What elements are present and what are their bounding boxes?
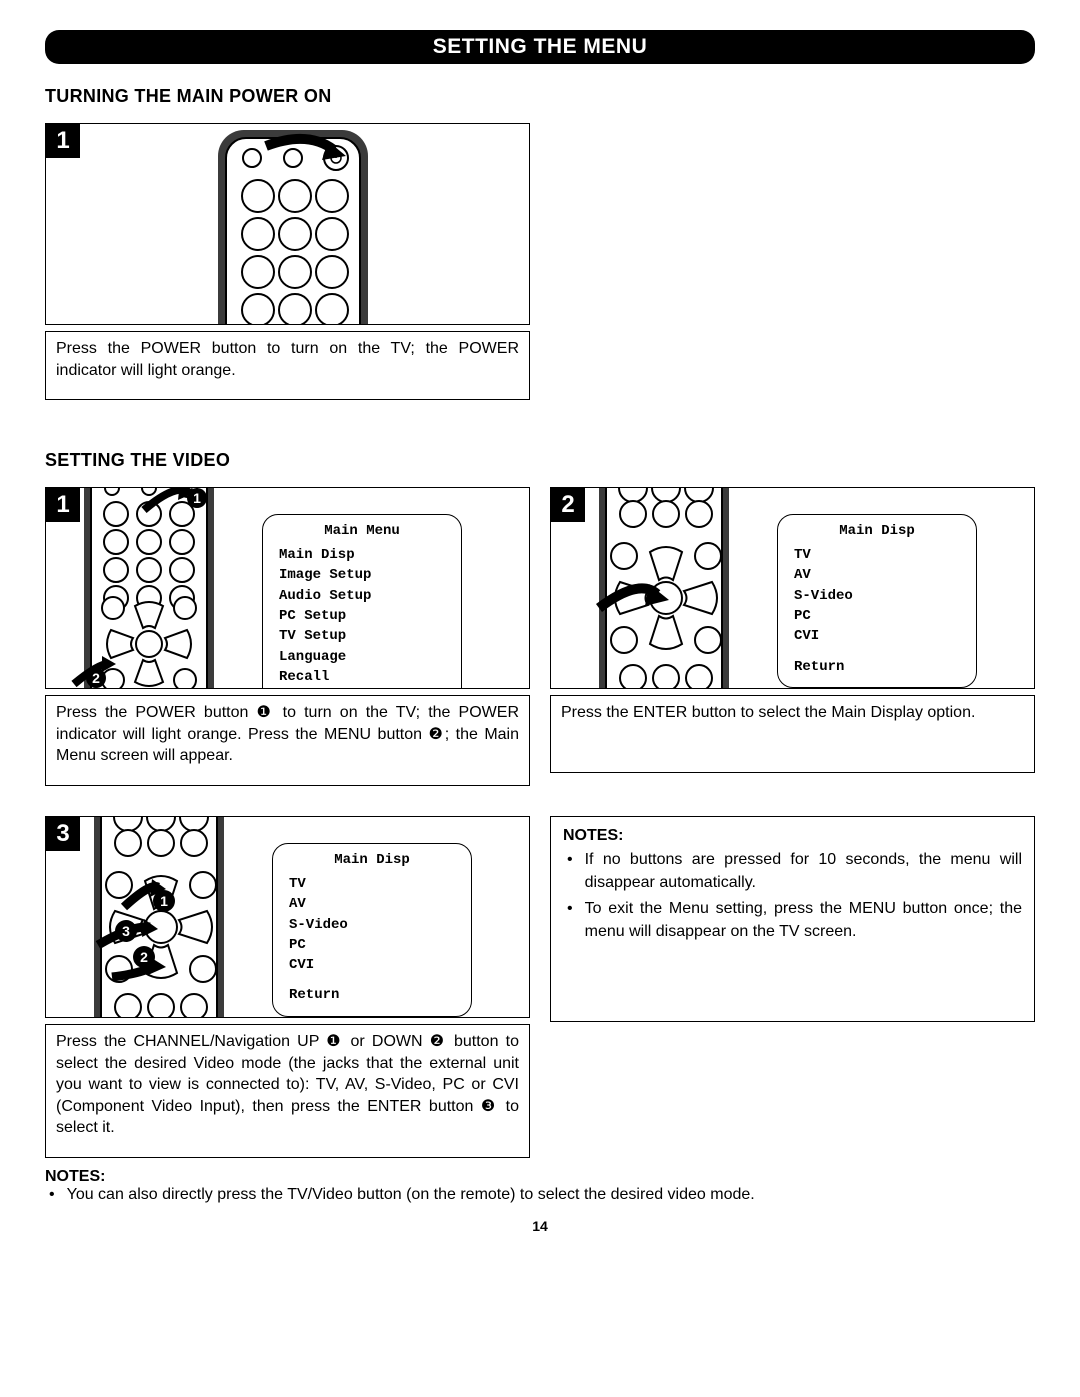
osd-item: TV [794,545,960,565]
notes-item: You can also directly press the TV/Video… [67,1186,755,1204]
sub-badge-2: 2 [92,670,100,686]
sub-badge-1: 1 [193,490,201,506]
remote-illustration: 1 2 [54,488,244,688]
osd-item: CVI [794,626,960,646]
remote-illustration [559,488,759,688]
osd-main-disp: Main Disp TV AV S-Video PC CVI Return [272,843,472,1017]
osd-footer: Return [794,657,960,677]
osd-item: Language [279,647,445,667]
osd-title: Main Menu [279,523,445,539]
osd-item: PC [289,935,455,955]
bottom-notes: NOTES: You can also directly press the T… [45,1168,1035,1204]
step-caption: Press the POWER button ❶ to turn on the … [45,695,530,786]
section-title-power: TURNING THE MAIN POWER ON [45,86,1035,107]
osd-item: S-Video [794,586,960,606]
osd-item: S-Video [289,915,455,935]
osd-item: CVI [289,955,455,975]
osd-title: Main Disp [794,523,960,539]
step-panel-power-1: 1 [45,123,530,325]
step-caption: Press the POWER button to turn on the TV… [45,331,530,400]
page-number: 14 [45,1218,1035,1234]
page-header: SETTING THE MENU [45,30,1035,64]
step-caption: Press the ENTER button to select the Mai… [550,695,1035,773]
step-badge: 2 [551,488,585,522]
notes-title: NOTES: [45,1168,105,1185]
osd-item: Main Disp [279,545,445,565]
osd-item: AV [289,894,455,914]
osd-item: Image Setup [279,565,445,585]
step-panel-video-3: 3 [45,816,530,1018]
notes-item: If no buttons are pressed for 10 seconds… [585,849,1022,894]
osd-footer: Return [289,985,455,1005]
notes-box: NOTES: If no buttons are pressed for 10 … [550,816,1035,1022]
remote-illustration [148,124,428,324]
step-badge: 1 [46,488,80,522]
sub-badge-2: 2 [140,949,148,965]
step-badge: 3 [46,817,80,851]
notes-item: To exit the Menu setting, press the MENU… [585,898,1022,943]
step-caption: Press the CHANNEL/Navigation UP ❶ or DOW… [45,1024,530,1158]
osd-item: TV Setup [279,626,445,646]
osd-item: PC [794,606,960,626]
section-title-video: SETTING THE VIDEO [45,450,1035,471]
osd-main-disp: Main Disp TV AV S-Video PC CVI Return [777,514,977,688]
osd-item: Recall [279,667,445,687]
sub-badge-1: 1 [160,893,168,909]
osd-item: Audio Setup [279,586,445,606]
step-badge: 1 [46,124,80,158]
osd-item: PC Setup [279,606,445,626]
osd-item: TV [289,874,455,894]
osd-item: AV [794,565,960,585]
notes-title: NOTES: [563,825,1022,847]
osd-main-menu: Main Menu Main Disp Image Setup Audio Se… [262,514,462,688]
sub-badge-3: 3 [122,923,130,939]
osd-title: Main Disp [289,852,455,868]
step-panel-video-1: 1 [45,487,530,689]
step-panel-video-2: 2 [550,487,1035,689]
remote-illustration: 1 2 3 [54,817,254,1017]
